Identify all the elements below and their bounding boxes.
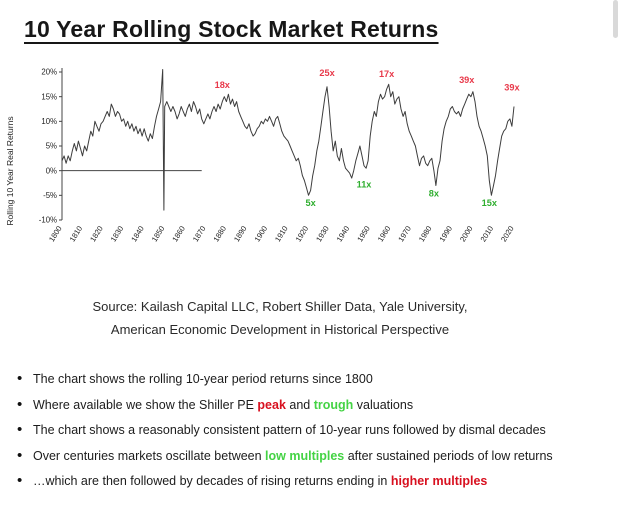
bullet-item: Where available we show the Shiller PE p… [16,396,616,413]
bullet-text: after sustained periods of low returns [344,448,553,463]
svg-text:1850: 1850 [150,224,167,243]
page-title: 10 Year Rolling Stock Market Returns [24,16,439,42]
svg-text:1910: 1910 [273,224,290,243]
svg-text:0%: 0% [46,166,57,175]
svg-text:25x: 25x [319,68,335,78]
svg-text:39x: 39x [459,75,475,85]
svg-text:5x: 5x [305,198,316,208]
svg-text:1810: 1810 [68,224,85,243]
svg-text:-5%: -5% [43,191,57,200]
svg-text:20%: 20% [41,68,57,77]
returns-chart: Rolling 10 Year Real Returns 20% 15% 10% 5%… [5,62,523,276]
svg-text:11x: 11x [357,179,373,189]
svg-text:2020: 2020 [499,224,516,243]
bullet-text: The chart shows a reasonably consistent … [33,423,546,437]
svg-text:1830: 1830 [109,224,126,243]
svg-text:1950: 1950 [355,224,372,243]
svg-text:2000: 2000 [458,224,475,243]
svg-text:1880: 1880 [211,224,228,243]
svg-text:1800: 1800 [47,224,64,243]
svg-text:17x: 17x [379,69,395,79]
svg-text:5%: 5% [46,142,57,151]
scrollbar-thumb[interactable] [613,0,618,38]
bullet-item: The chart shows a reasonably consistent … [16,421,616,438]
y-axis-label: Rolling 10 Year Real Returns [5,116,15,226]
svg-text:1970: 1970 [396,224,413,243]
svg-text:1820: 1820 [88,224,105,243]
svg-text:1940: 1940 [335,224,352,243]
bullet-highlight: trough [313,397,354,412]
svg-text:10%: 10% [41,117,57,126]
bullet-text: The chart shows the rolling 10-year peri… [33,372,373,386]
bullet-text: Over centuries markets oscillate between [33,448,266,463]
bullet-item: Over centuries markets oscillate between… [16,447,616,464]
svg-text:18x: 18x [215,80,231,90]
svg-text:1840: 1840 [129,224,146,243]
svg-text:1930: 1930 [314,224,331,243]
returns-chart-svg: 20% 15% 10% 5% 0% -5% -10%1800 1810 1820 1830 1840… [39,68,521,244]
svg-text:1860: 1860 [170,224,187,243]
svg-text:1870: 1870 [191,224,208,243]
source-line-2: American Economic Development in Histori… [110,321,450,337]
source-citation: Source: Kailash Capital LLC, Robert Shil… [40,296,520,342]
bullet-highlight: higher multiples [390,474,488,488]
svg-text:15x: 15x [482,198,498,208]
svg-text:2010: 2010 [479,224,496,243]
svg-text:15%: 15% [41,92,57,101]
svg-text:1920: 1920 [294,224,311,243]
svg-text:1890: 1890 [232,224,249,243]
source-line-1: Source: Kailash Capital LLC, Robert Shil… [92,299,468,314]
svg-text:-10%: -10% [39,216,57,225]
svg-text:1990: 1990 [437,224,454,243]
bullet-text: and [285,397,314,412]
bullet-text: Where available we show the Shiller PE [33,397,258,412]
bullet-text: valuations [353,397,414,412]
bullet-item: …which are then followed by decades of r… [16,472,616,489]
svg-text:39x: 39x [504,83,520,93]
svg-text:1900: 1900 [253,224,270,243]
bullet-text: …which are then followed by decades of r… [33,474,391,488]
bullet-item: The chart shows the rolling 10-year peri… [16,370,616,387]
bullet-list: The chart shows the rolling 10-year peri… [16,370,616,500]
svg-text:1980: 1980 [417,224,434,243]
svg-text:1960: 1960 [376,224,393,243]
bullet-highlight: peak [257,397,286,412]
svg-text:8x: 8x [429,188,440,198]
bullet-highlight: low multiples [265,448,345,463]
